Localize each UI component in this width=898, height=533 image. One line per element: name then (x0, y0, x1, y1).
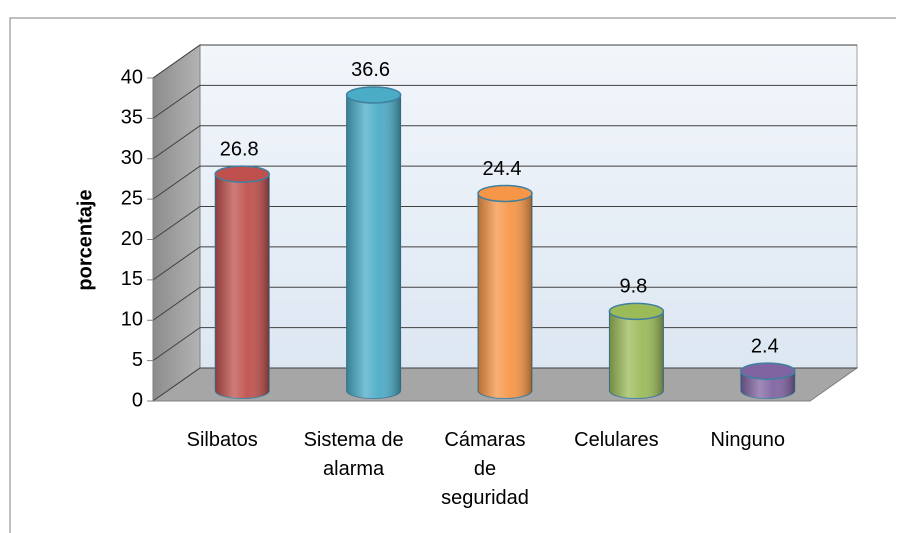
bar-top (477, 184, 533, 203)
x-tick-label: Ninguno (711, 429, 786, 451)
cylinder (214, 165, 270, 399)
grid-line (152, 125, 857, 160)
y-tick-label: 35 (121, 107, 143, 129)
bar-top (214, 165, 270, 183)
grid-line (152, 206, 857, 240)
cylinder (740, 362, 796, 399)
bar-shading (609, 311, 664, 399)
bar-top (608, 302, 665, 321)
data-label: 2.4 (751, 335, 779, 357)
data-label: 9.8 (619, 276, 647, 298)
grid-line (152, 246, 857, 281)
x-tick-label: Silbatos (187, 429, 258, 451)
bar-shading (346, 94, 401, 399)
y-tick-label: 40 (121, 66, 143, 88)
cylinder (345, 86, 402, 399)
y-tick-label: 25 (121, 187, 143, 209)
bar-top (345, 86, 402, 104)
cylinder (477, 184, 533, 399)
y-tick-label: 0 (132, 389, 143, 411)
y-axis-title: porcentaje (74, 189, 96, 290)
grid-line (152, 286, 857, 321)
x-tick-label: Sistema de alarma (304, 429, 404, 480)
bar-top (740, 362, 796, 380)
frame (9, 17, 896, 533)
y-tick-label: 15 (121, 268, 143, 290)
data-label: 36.6 (351, 59, 390, 81)
y-tick-label: 30 (121, 147, 143, 169)
x-tick-label: Celulares (574, 429, 658, 451)
data-label: 26.8 (220, 138, 259, 160)
cylinder (608, 302, 665, 399)
y-tick-label: 20 (121, 228, 143, 250)
y-tick-label: 10 (121, 309, 143, 331)
x-tick-label: Cámaras de seguridad (441, 429, 529, 509)
data-label: 24.4 (483, 158, 522, 180)
grid-line (152, 84, 857, 119)
y-tick-label: 5 (132, 349, 143, 371)
bar-shading (215, 174, 270, 399)
grid-line (152, 44, 857, 79)
grid-line (152, 165, 857, 200)
bar-shading (478, 193, 532, 399)
